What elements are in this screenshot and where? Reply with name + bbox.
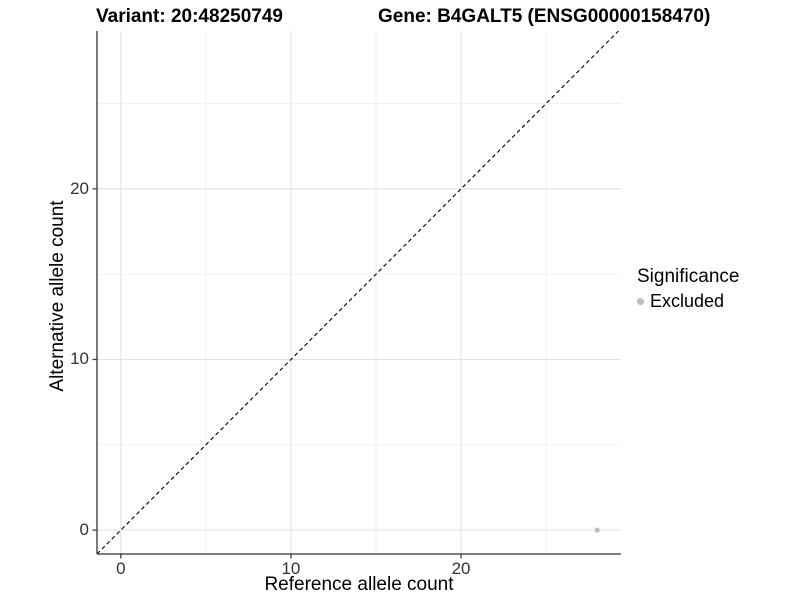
data-point	[594, 527, 600, 533]
legend-items: Excluded	[637, 290, 739, 312]
y-tick-label: 20	[70, 178, 89, 198]
plot-title-gene: Gene: B4GALT5 (ENSG00000158470)	[378, 6, 711, 27]
legend-item-label: Excluded	[650, 291, 725, 311]
identity-reference-line	[96, 30, 619, 555]
legend-item: Excluded	[637, 290, 739, 312]
y-tick-label: 10	[70, 349, 89, 369]
x-tick-label: 10	[281, 559, 301, 578]
y-tick-label: 0	[79, 520, 89, 540]
x-tick-label: 20	[451, 559, 471, 578]
legend: Significance Excluded	[637, 265, 739, 312]
legend-key-dot-icon	[637, 297, 644, 305]
legend-title: Significance	[637, 266, 740, 287]
x-axis-title: Reference allele count	[264, 574, 454, 595]
x-tick-label: 0	[116, 559, 126, 578]
plot-title-variant: Variant: 20:48250749	[96, 6, 283, 27]
y-axis-title: Alternative allele count	[47, 200, 68, 392]
